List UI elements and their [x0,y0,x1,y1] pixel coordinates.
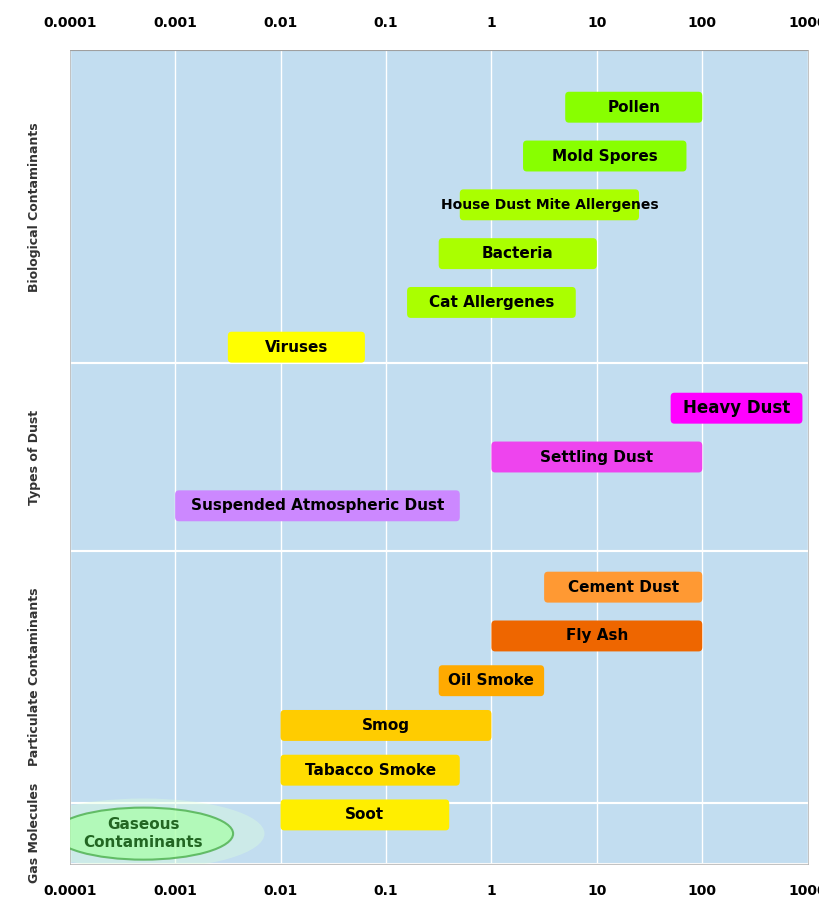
FancyBboxPatch shape [175,490,459,521]
FancyBboxPatch shape [438,665,544,696]
Text: Suspended Atmospheric Dust: Suspended Atmospheric Dust [191,498,444,514]
FancyBboxPatch shape [280,710,491,741]
Ellipse shape [54,808,233,860]
Text: 100: 100 [687,16,716,30]
Text: House Dust Mite Allergenes: House Dust Mite Allergenes [440,197,658,212]
Text: Soot: Soot [345,807,384,823]
Text: Heavy Dust: Heavy Dust [682,399,790,417]
Text: Pollen: Pollen [607,100,659,115]
Text: Cat Allergenes: Cat Allergenes [428,295,554,310]
Text: Gaseous
Contaminants: Gaseous Contaminants [84,817,203,850]
Text: Gas Molecules: Gas Molecules [29,783,41,883]
FancyBboxPatch shape [491,441,701,473]
Text: Settling Dust: Settling Dust [540,450,653,464]
Text: Fly Ash: Fly Ash [565,629,627,643]
Text: 100: 100 [687,884,716,898]
FancyBboxPatch shape [523,141,686,172]
FancyBboxPatch shape [280,800,449,831]
Text: 0.0001: 0.0001 [43,16,97,30]
Text: Particulate Contaminants: Particulate Contaminants [29,588,41,766]
FancyBboxPatch shape [491,621,701,652]
FancyBboxPatch shape [670,393,802,424]
Text: 0.0001: 0.0001 [43,884,97,898]
Text: 0.001: 0.001 [153,884,197,898]
Text: 1: 1 [486,884,495,898]
FancyBboxPatch shape [564,91,701,122]
FancyBboxPatch shape [228,332,364,363]
Text: 1000: 1000 [787,884,819,898]
FancyBboxPatch shape [406,287,575,318]
FancyBboxPatch shape [438,239,596,269]
Text: Bacteria: Bacteria [482,246,553,261]
Ellipse shape [22,799,265,869]
Text: Cement Dust: Cement Dust [567,579,678,595]
Text: Oil Smoke: Oil Smoke [448,674,534,688]
FancyBboxPatch shape [459,189,638,220]
Text: 1000: 1000 [787,16,819,30]
Text: Smog: Smog [361,717,410,733]
Text: 10: 10 [586,16,606,30]
Text: 0.01: 0.01 [263,884,297,898]
FancyBboxPatch shape [544,571,701,602]
Text: 0.1: 0.1 [373,884,398,898]
Text: 0.001: 0.001 [153,16,197,30]
Text: 0.1: 0.1 [373,16,398,30]
Text: Tabacco Smoke: Tabacco Smoke [304,762,435,778]
Text: Mold Spores: Mold Spores [551,148,657,164]
Text: 10: 10 [586,884,606,898]
FancyBboxPatch shape [280,755,459,786]
Text: Biological Contaminants: Biological Contaminants [29,122,41,292]
Text: 1: 1 [486,16,495,30]
Text: 0.01: 0.01 [263,16,297,30]
Text: Types of Dust: Types of Dust [29,409,41,505]
Text: Viruses: Viruses [265,340,328,355]
